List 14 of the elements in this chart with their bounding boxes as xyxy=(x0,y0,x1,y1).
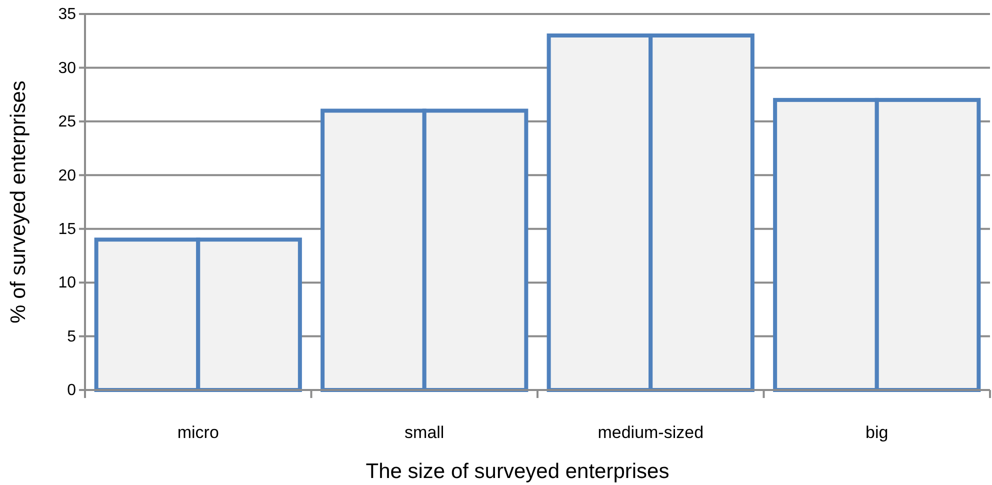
x-tick-label: micro xyxy=(177,423,219,442)
y-tick-label: 5 xyxy=(67,328,76,346)
y-tick-label: 0 xyxy=(67,382,76,400)
x-axis-title: The size of surveyed enterprises xyxy=(366,460,670,483)
y-tick-label: 20 xyxy=(58,167,76,184)
x-tick-label: medium-sized xyxy=(598,423,704,442)
y-axis-title: % of surveyed enterprises xyxy=(7,80,30,324)
y-tick-label: 10 xyxy=(58,274,76,292)
y-tick-label: 35 xyxy=(58,6,76,24)
y-tick-label: 25 xyxy=(58,114,76,131)
y-tick-label: 15 xyxy=(58,220,76,238)
y-tick-label: 30 xyxy=(58,60,76,77)
x-tick-label: small xyxy=(404,423,444,442)
x-tick-label: big xyxy=(866,423,888,442)
